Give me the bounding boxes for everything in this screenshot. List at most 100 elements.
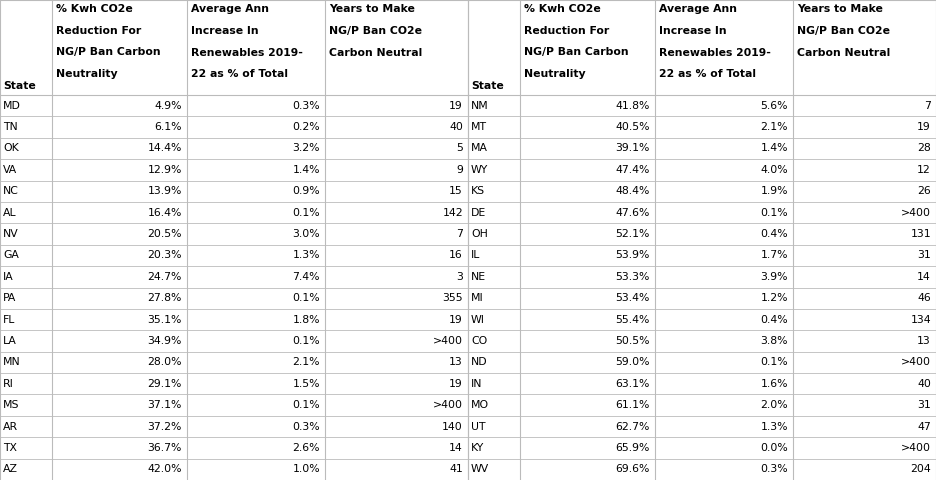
- Text: 65.9%: 65.9%: [616, 443, 650, 453]
- Text: 1.4%: 1.4%: [293, 165, 320, 175]
- Text: 16.4%: 16.4%: [148, 208, 182, 217]
- Text: 40.5%: 40.5%: [616, 122, 650, 132]
- Text: 31: 31: [917, 251, 931, 261]
- Text: 34.9%: 34.9%: [148, 336, 182, 346]
- Text: Carbon Neutral: Carbon Neutral: [797, 48, 890, 58]
- Text: IN: IN: [471, 379, 482, 389]
- Text: 0.1%: 0.1%: [760, 208, 788, 217]
- Text: 16: 16: [449, 251, 463, 261]
- Text: 14: 14: [449, 443, 463, 453]
- Text: 53.4%: 53.4%: [616, 293, 650, 303]
- Text: 0.1%: 0.1%: [292, 293, 320, 303]
- Text: 131: 131: [911, 229, 931, 239]
- Text: 1.8%: 1.8%: [293, 314, 320, 324]
- Text: Reduction For: Reduction For: [56, 26, 141, 36]
- Text: 22 as % of Total: 22 as % of Total: [659, 69, 756, 79]
- Text: 28.0%: 28.0%: [148, 358, 182, 367]
- Text: 5.6%: 5.6%: [761, 101, 788, 111]
- Text: MT: MT: [471, 122, 487, 132]
- Text: Neutrality: Neutrality: [524, 69, 586, 79]
- Text: 40: 40: [449, 122, 463, 132]
- Text: RI: RI: [3, 379, 14, 389]
- Text: 19: 19: [449, 101, 463, 111]
- Text: 0.4%: 0.4%: [760, 314, 788, 324]
- Text: 3.0%: 3.0%: [292, 229, 320, 239]
- Text: % Kwh CO2e: % Kwh CO2e: [56, 4, 133, 14]
- Text: LA: LA: [3, 336, 17, 346]
- Text: 50.5%: 50.5%: [616, 336, 650, 346]
- Text: Years to Make: Years to Make: [797, 4, 883, 14]
- Text: AR: AR: [3, 421, 18, 432]
- Text: 0.1%: 0.1%: [292, 400, 320, 410]
- Text: WY: WY: [471, 165, 489, 175]
- Text: OK: OK: [3, 144, 19, 154]
- Text: WI: WI: [471, 314, 485, 324]
- Text: 63.1%: 63.1%: [616, 379, 650, 389]
- Text: >400: >400: [901, 443, 931, 453]
- Text: NM: NM: [471, 101, 489, 111]
- Text: MN: MN: [3, 358, 21, 367]
- Text: OH: OH: [471, 229, 488, 239]
- Text: 140: 140: [442, 421, 463, 432]
- Text: 7.4%: 7.4%: [293, 272, 320, 282]
- Text: 15: 15: [449, 186, 463, 196]
- Text: 2.0%: 2.0%: [760, 400, 788, 410]
- Text: IA: IA: [3, 272, 14, 282]
- Text: 22 as % of Total: 22 as % of Total: [191, 69, 288, 79]
- Text: 2.6%: 2.6%: [293, 443, 320, 453]
- Text: 39.1%: 39.1%: [616, 144, 650, 154]
- Text: KY: KY: [471, 443, 484, 453]
- Text: CO: CO: [471, 336, 488, 346]
- Text: 4.9%: 4.9%: [154, 101, 182, 111]
- Text: Renewables 2019-: Renewables 2019-: [659, 48, 771, 58]
- Text: TN: TN: [3, 122, 18, 132]
- Text: MA: MA: [471, 144, 488, 154]
- Text: UT: UT: [471, 421, 486, 432]
- Text: 0.2%: 0.2%: [292, 122, 320, 132]
- Text: 1.0%: 1.0%: [292, 464, 320, 474]
- Text: 9: 9: [456, 165, 463, 175]
- Text: Increase In: Increase In: [191, 26, 258, 36]
- Text: 27.8%: 27.8%: [148, 293, 182, 303]
- Text: 35.1%: 35.1%: [148, 314, 182, 324]
- Text: 55.4%: 55.4%: [616, 314, 650, 324]
- Text: 13.9%: 13.9%: [148, 186, 182, 196]
- Text: 14.4%: 14.4%: [148, 144, 182, 154]
- Text: PA: PA: [3, 293, 16, 303]
- Text: 0.3%: 0.3%: [292, 101, 320, 111]
- Text: 53.9%: 53.9%: [616, 251, 650, 261]
- Text: Neutrality: Neutrality: [56, 69, 118, 79]
- Text: NV: NV: [3, 229, 19, 239]
- Text: GA: GA: [3, 251, 19, 261]
- Text: 52.1%: 52.1%: [616, 229, 650, 239]
- Text: 13: 13: [449, 358, 463, 367]
- Text: 0.4%: 0.4%: [760, 229, 788, 239]
- Text: % Kwh CO2e: % Kwh CO2e: [524, 4, 601, 14]
- Text: 3.9%: 3.9%: [761, 272, 788, 282]
- Text: 41.8%: 41.8%: [616, 101, 650, 111]
- Text: Average Ann: Average Ann: [659, 4, 737, 14]
- Text: 0.1%: 0.1%: [292, 208, 320, 217]
- Text: 20.3%: 20.3%: [148, 251, 182, 261]
- Text: 14: 14: [917, 272, 931, 282]
- Text: NG/P Ban CO2e: NG/P Ban CO2e: [329, 26, 422, 36]
- Text: >400: >400: [901, 208, 931, 217]
- Text: 0.1%: 0.1%: [760, 358, 788, 367]
- Text: Renewables 2019-: Renewables 2019-: [191, 48, 303, 58]
- Text: 7: 7: [456, 229, 463, 239]
- Text: 1.2%: 1.2%: [761, 293, 788, 303]
- Text: 19: 19: [449, 379, 463, 389]
- Text: 6.1%: 6.1%: [154, 122, 182, 132]
- Text: WV: WV: [471, 464, 490, 474]
- Text: AL: AL: [3, 208, 17, 217]
- Text: 1.5%: 1.5%: [293, 379, 320, 389]
- Text: 24.7%: 24.7%: [148, 272, 182, 282]
- Text: 1.3%: 1.3%: [293, 251, 320, 261]
- Text: 13: 13: [917, 336, 931, 346]
- Text: 20.5%: 20.5%: [148, 229, 182, 239]
- Text: 12.9%: 12.9%: [148, 165, 182, 175]
- Text: KS: KS: [471, 186, 485, 196]
- Text: Carbon Neutral: Carbon Neutral: [329, 48, 422, 58]
- Text: 47.6%: 47.6%: [616, 208, 650, 217]
- Text: >400: >400: [433, 400, 463, 410]
